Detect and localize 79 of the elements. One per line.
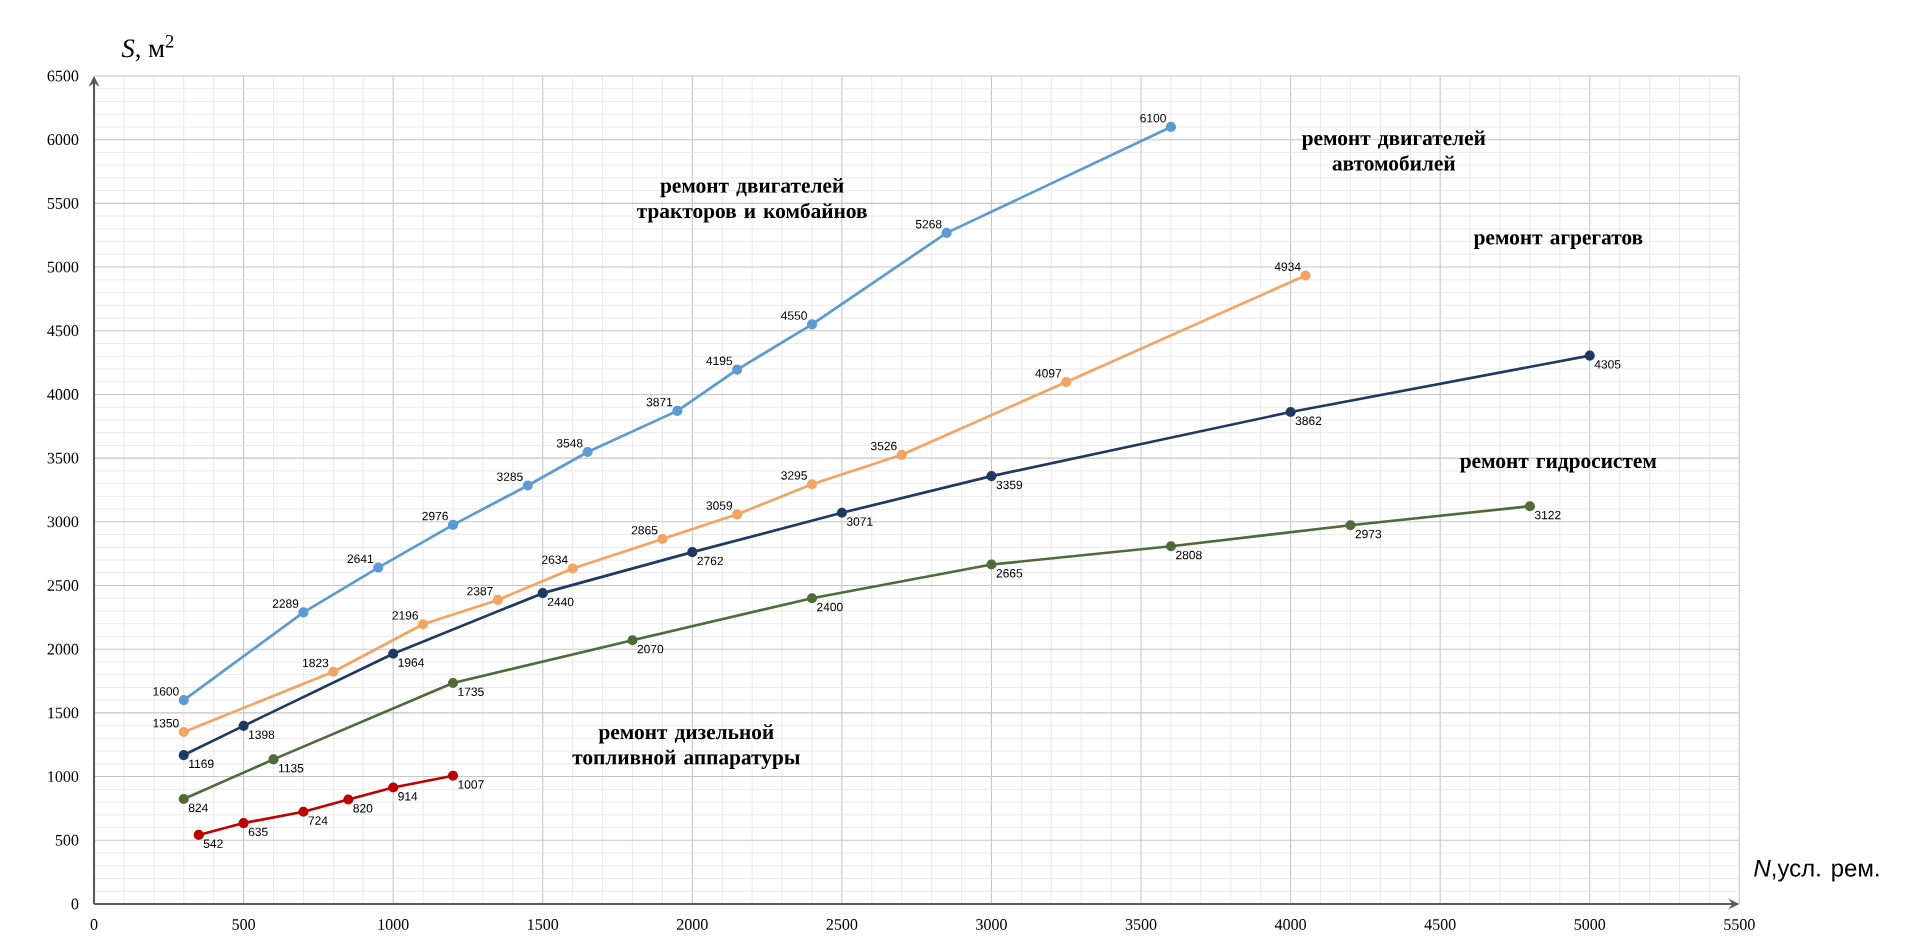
y-tick-label: 3000	[47, 516, 79, 528]
x-tick-label: 1500	[528, 919, 559, 930]
point	[373, 562, 384, 573]
y-axis-title: S, м$^{2}$	[121, 35, 174, 62]
y-tick-label: 0	[71, 898, 79, 910]
y-tick-label: 3500	[47, 452, 79, 464]
x-tick-label: 3500	[1125, 919, 1157, 930]
point	[836, 507, 847, 518]
point	[1165, 541, 1177, 552]
y-tick-label: 1500	[48, 707, 79, 719]
point	[986, 471, 997, 482]
y-tick-label: 6000	[47, 134, 79, 146]
point	[178, 749, 189, 761]
point	[567, 563, 578, 574]
point	[1524, 501, 1535, 512]
annotation: ремонт гидросистем	[1460, 457, 1657, 473]
y-tick-label: 2000	[47, 643, 79, 655]
point	[687, 547, 698, 558]
point	[1285, 406, 1296, 418]
annotation: ремонт дизельной топливной аппаратуры	[572, 724, 800, 769]
point	[732, 509, 743, 520]
y-tick-label: 2500	[47, 580, 79, 591]
x-tick-label: 0	[90, 919, 98, 930]
y-tick-label: 4000	[47, 389, 79, 400]
x-tick-label: 3000	[976, 919, 1007, 930]
annotation: ремонт двигателей автомобилей	[1301, 130, 1486, 171]
x-axis-title: N,усл. рем.	[1754, 859, 1879, 882]
point	[193, 829, 204, 840]
y-tick-label: 5000	[47, 261, 79, 273]
x-tick-label: 5000	[1574, 919, 1606, 930]
point	[492, 594, 503, 605]
point	[1165, 121, 1177, 132]
point	[896, 449, 907, 460]
y-tick-label: 6500	[47, 70, 79, 82]
point	[582, 446, 593, 458]
annotation: ремонт двигателей тракторов и комбайнов	[636, 177, 867, 223]
point	[178, 726, 189, 738]
y-tick-label: 5500	[47, 197, 79, 209]
point	[657, 533, 668, 545]
point	[732, 364, 743, 375]
point	[298, 806, 309, 817]
point	[447, 677, 459, 689]
point	[238, 818, 249, 829]
point	[328, 666, 339, 677]
point	[1061, 377, 1072, 388]
point	[672, 405, 683, 416]
point	[388, 648, 399, 659]
x-tick-label: 4000	[1274, 919, 1307, 930]
point	[268, 754, 279, 765]
point	[806, 319, 818, 330]
y-tick-label: 500	[55, 834, 79, 846]
point	[537, 588, 548, 599]
point	[1345, 520, 1356, 531]
annotation: ремонт агрегатов	[1473, 234, 1643, 249]
point	[522, 480, 533, 491]
point	[178, 695, 189, 706]
point	[1300, 270, 1311, 281]
point	[238, 720, 249, 731]
point	[986, 559, 997, 570]
point	[388, 782, 399, 793]
point	[806, 479, 818, 490]
point	[343, 794, 354, 805]
point	[447, 770, 459, 781]
point	[178, 793, 189, 805]
x-tick-label: 4500	[1424, 919, 1456, 930]
point	[298, 607, 309, 618]
point	[627, 635, 638, 646]
y-tick-label: 1000	[48, 771, 79, 782]
x-tick-label: 2000	[677, 919, 708, 930]
x-tick-label: 1000	[378, 919, 409, 930]
x-tick-label: 2500	[826, 919, 858, 930]
x-tick-label: 5500	[1724, 919, 1755, 930]
point	[806, 593, 818, 604]
point	[447, 519, 459, 530]
point	[1584, 350, 1595, 361]
point	[418, 619, 429, 630]
point	[941, 227, 952, 238]
y-tick-label: 4500	[47, 325, 79, 337]
x-tick-label: 500	[232, 919, 255, 930]
